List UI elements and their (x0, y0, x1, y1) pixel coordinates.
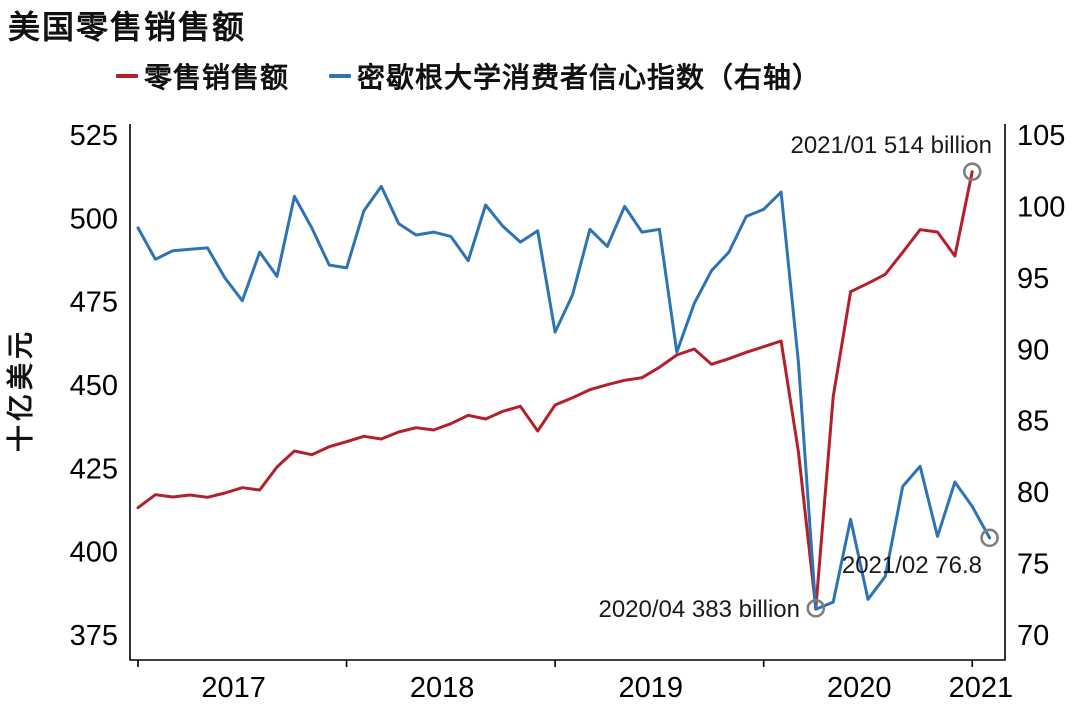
chart-title: 美国零售销售额 (8, 9, 247, 45)
retail-sales-legend-marker (116, 74, 138, 78)
left-axis-tick-label: 375 (70, 620, 118, 652)
legend-item-retail-sales: 零售销售额 (116, 56, 289, 96)
x-axis-tick-label: 2019 (618, 672, 683, 704)
right-axis-tick-label: 105 (1017, 120, 1065, 152)
left-axis-tick-label: 425 (70, 453, 118, 485)
left-axis-tick-label: 500 (70, 203, 118, 235)
x-axis-tick-label: 2021 (949, 672, 1014, 704)
right-axis-tick-label: 75 (1017, 549, 1049, 581)
right-axis-tick-label: 85 (1017, 406, 1049, 438)
annotation-label: 2020/04 383 billion (598, 596, 800, 623)
right-axis-tick-label: 90 (1017, 334, 1049, 366)
consumer-confidence-line (136, 184, 992, 611)
legend: 零售销售额 密歇根大学消费者信心指数（右轴） (116, 56, 821, 96)
legend-item-consumer-confidence: 密歇根大学消费者信心指数（右轴） (329, 56, 821, 96)
right-axis-tick-label: 95 (1017, 263, 1049, 295)
left-axis-tick-label: 450 (70, 370, 118, 402)
right-axis-tick-label: 70 (1017, 620, 1049, 652)
annotation-marker (980, 528, 999, 548)
left-axis-tick-label: 400 (70, 537, 118, 569)
annotation-marker (962, 162, 982, 181)
right-axis-tick-label: 80 (1017, 477, 1049, 509)
annotation-label: 2021/02 76.8 (842, 552, 982, 579)
retail-sales-line (136, 170, 974, 610)
left-axis-tick-label: 525 (70, 120, 118, 152)
axis-spines (129, 124, 1006, 661)
annotation-marker (806, 599, 826, 618)
x-axis-tick-label: 2017 (201, 672, 266, 704)
consumer-confidence-legend-label: 密歇根大学消费者信心指数（右轴） (357, 63, 822, 94)
annotation-label: 2021/01 514 billion (790, 132, 992, 159)
retail-sales-legend-label: 零售销售额 (144, 63, 290, 94)
consumer-confidence-legend-marker (329, 74, 352, 78)
right-axis-tick-label: 100 (1017, 191, 1065, 223)
x-axis-tick-label: 2020 (827, 672, 892, 704)
left-axis-title: 十亿美元 (5, 328, 36, 452)
left-axis-tick-label: 475 (70, 287, 118, 319)
x-axis-tick-label: 2018 (410, 672, 475, 704)
